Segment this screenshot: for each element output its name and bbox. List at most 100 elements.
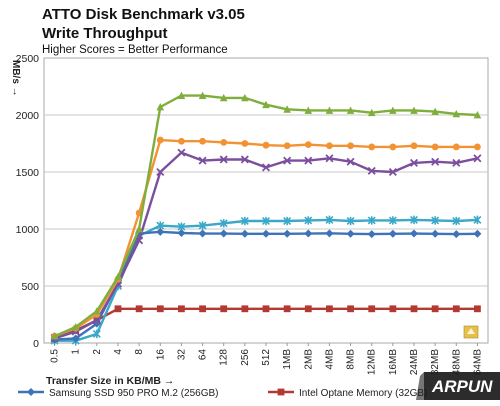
y-axis-label: MB/s → — [10, 60, 21, 97]
data-point — [304, 216, 313, 225]
x-tick-label: 1MB — [282, 349, 293, 370]
x-axis-label: Transfer Size in KB/MB → — [46, 375, 174, 387]
data-point — [241, 140, 249, 147]
data-point — [219, 93, 228, 102]
data-point — [409, 158, 419, 167]
legend-label: Intel Optane Memory (32GB) — [299, 388, 427, 399]
data-point — [283, 105, 291, 113]
data-point — [431, 305, 439, 313]
legend: Samsung SSD 950 PRO M.2 (256GB) Intel Opt… — [18, 388, 427, 399]
data-point — [389, 305, 397, 313]
data-point — [389, 106, 397, 114]
x-tick-label: 4MB — [324, 349, 335, 370]
data-point — [220, 305, 228, 313]
data-point — [219, 155, 228, 164]
data-point — [431, 229, 440, 238]
data-point — [262, 100, 270, 109]
data-point — [304, 106, 313, 114]
data-point — [410, 305, 418, 313]
data-point — [388, 229, 397, 238]
data-point — [283, 142, 291, 150]
data-point — [388, 167, 397, 177]
data-point — [156, 227, 165, 236]
data-point — [92, 329, 101, 339]
data-point — [368, 305, 376, 313]
data-point — [240, 229, 249, 238]
legend-marker — [277, 388, 285, 396]
x-tick-label: 12MB — [367, 349, 378, 375]
data-point — [71, 334, 80, 343]
data-point — [452, 143, 460, 151]
data-point — [198, 156, 207, 165]
data-point — [347, 305, 354, 313]
data-point — [71, 323, 80, 331]
data-point — [347, 142, 354, 150]
data-point — [431, 143, 439, 151]
x-tick-label: 512 — [261, 349, 272, 366]
data-point — [389, 143, 397, 151]
data-point — [368, 143, 376, 151]
data-point — [178, 137, 185, 145]
data-point — [93, 307, 101, 315]
data-point — [431, 216, 440, 225]
data-point — [135, 236, 144, 245]
data-point — [452, 305, 460, 313]
y-tick-label: 1000 — [16, 224, 40, 236]
legend-item: Samsung SSD 950 PRO M.2 (256GB) — [18, 388, 219, 399]
data-point — [220, 138, 228, 146]
data-point — [199, 305, 206, 313]
data-point — [177, 228, 186, 237]
data-point — [198, 91, 207, 100]
data-point — [198, 221, 207, 230]
data-point — [388, 216, 397, 225]
data-point — [135, 225, 143, 233]
data-point — [304, 141, 312, 149]
data-point — [156, 305, 164, 313]
data-point — [367, 108, 376, 117]
data-point — [346, 229, 355, 238]
x-tick-label: 0.5 — [50, 349, 61, 363]
data-point — [219, 219, 228, 228]
data-point — [262, 229, 270, 238]
legend-item: Intel Optane Memory (32GB) — [268, 388, 427, 399]
x-tick-label: 16MB — [388, 349, 399, 375]
data-point — [177, 91, 186, 100]
data-point — [156, 103, 165, 111]
data-point — [452, 158, 461, 167]
data-point — [241, 93, 249, 102]
x-tick-label: 1 — [71, 349, 82, 355]
data-point — [410, 229, 418, 238]
data-point — [367, 166, 376, 175]
data-point — [198, 229, 207, 238]
y-tick-label: 2000 — [16, 110, 40, 122]
data-point — [283, 305, 291, 313]
data-point — [346, 216, 355, 226]
data-point — [262, 141, 270, 149]
data-point — [283, 216, 292, 226]
data-point — [241, 305, 249, 313]
data-point — [325, 215, 334, 225]
y-tick-label: 0 — [33, 338, 39, 350]
data-point — [410, 142, 418, 150]
x-tick-label: 256 — [240, 349, 251, 366]
data-point — [304, 229, 313, 238]
x-tick-label: 8MB — [346, 349, 357, 370]
x-axis-ticks: 0.5 1 2 4 8 16 32 64 128 256 512 1MB 2MB 4MB 8MB 12MB 16… — [50, 343, 483, 375]
x-tick-label: 2MB — [303, 349, 314, 370]
chart-subtitle: Write Throughput — [42, 25, 168, 42]
x-tick-label: 64MB — [472, 349, 483, 375]
data-point — [473, 154, 482, 163]
data-point — [326, 142, 333, 150]
data-point — [240, 155, 249, 164]
data-point — [304, 156, 313, 165]
data-point — [92, 316, 101, 325]
watermark-badge: ARPUN — [416, 372, 500, 400]
data-point — [326, 305, 333, 313]
x-tick-label: 16 — [155, 349, 166, 361]
data-point — [474, 305, 481, 313]
data-point — [346, 106, 355, 114]
watermark-text: ARPUN — [431, 377, 493, 396]
data-point — [262, 305, 270, 313]
x-tick-label: 24MB — [409, 349, 420, 375]
data-point — [452, 230, 461, 239]
